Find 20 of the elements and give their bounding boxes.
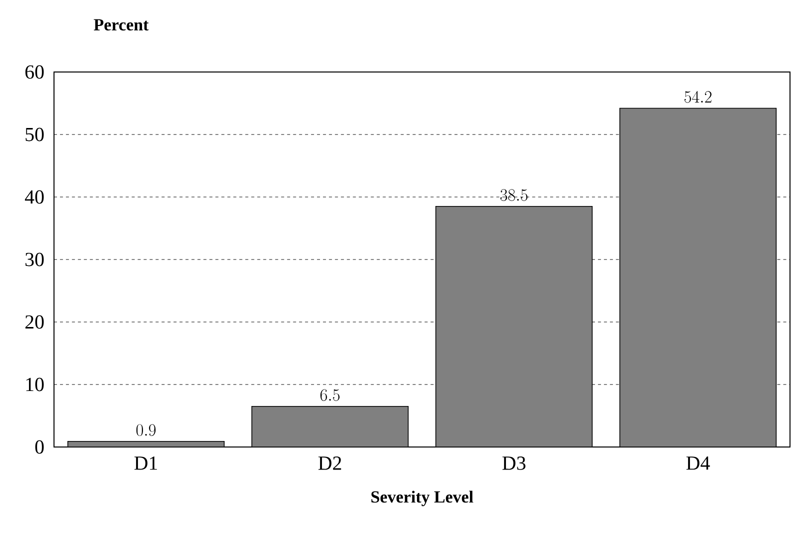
data-label: 38.5 — [500, 189, 528, 201]
y-tick-label: 20 — [25, 315, 44, 329]
x-tick-label: D3 — [502, 456, 526, 470]
data-label: 0.9 — [136, 424, 156, 436]
y-tick-label: 10 — [26, 378, 44, 392]
y-axis-title: Percent — [94, 19, 149, 30]
bar — [252, 406, 408, 447]
x-axis-title: Severity Level — [371, 490, 474, 506]
data-label: 54.2 — [684, 91, 712, 103]
x-tick-label: D2 — [318, 456, 342, 470]
y-tick-label: 50 — [26, 128, 44, 142]
bar — [619, 108, 777, 447]
x-tick-label: D4 — [686, 456, 710, 470]
data-label: 6.5 — [320, 389, 340, 401]
y-tick-label: 0 — [35, 440, 44, 454]
bar — [436, 206, 592, 447]
x-tick-label: D1 — [134, 456, 157, 470]
y-tick-label: 30 — [26, 252, 44, 266]
y-tick-label: 60 — [25, 65, 44, 79]
y-tick-label: 40 — [24, 190, 44, 204]
